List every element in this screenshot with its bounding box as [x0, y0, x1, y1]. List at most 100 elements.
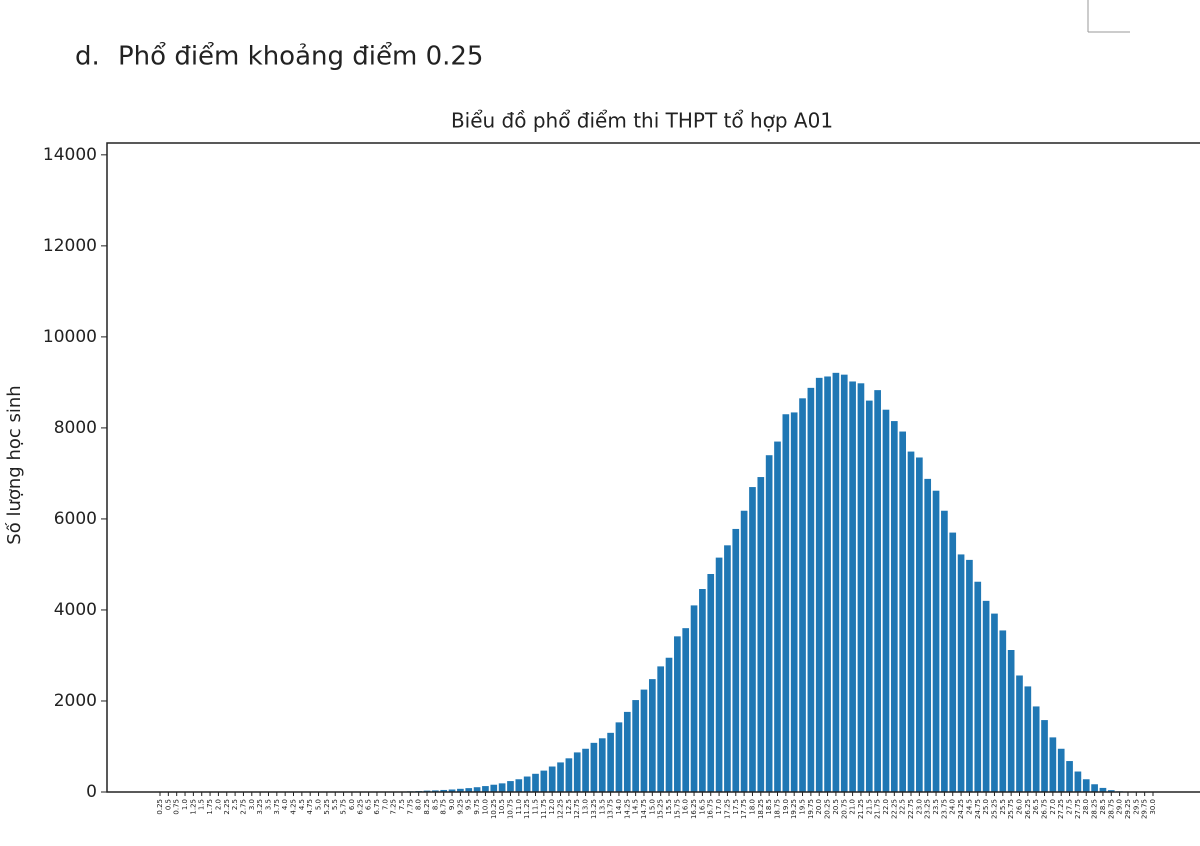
bar: [1074, 771, 1082, 792]
bar: [682, 628, 690, 792]
x-tick-label: 28.25: [1091, 799, 1099, 819]
x-tick-label: 4.5: [298, 799, 306, 810]
x-tick-label: 15.5: [665, 799, 673, 815]
bar: [1024, 686, 1032, 792]
x-tick-label: 21.0: [849, 799, 857, 815]
x-tick-label: 8.5: [431, 799, 439, 810]
x-tick-label: 22.75: [907, 799, 915, 819]
x-tick-label: 27.25: [1057, 799, 1065, 819]
bar: [548, 766, 556, 792]
x-tick-label: 6.5: [365, 799, 373, 810]
y-tick-label: 0: [86, 782, 97, 802]
bar: [515, 779, 523, 792]
bar: [782, 414, 790, 792]
bar: [648, 679, 656, 792]
x-tick-label: 25.0: [982, 799, 990, 815]
x-tick-label: 28.75: [1107, 799, 1115, 819]
x-tick-label: 26.0: [1015, 799, 1023, 815]
y-tick-label: 4000: [54, 600, 97, 620]
x-tick-label: 26.75: [1041, 799, 1049, 819]
bar: [615, 722, 623, 792]
heading-marker: d.: [75, 42, 100, 72]
bar: [498, 783, 506, 792]
bar: [849, 381, 856, 792]
bar: [665, 657, 673, 792]
x-tick-label: 20.75: [840, 799, 848, 819]
y-tick-label: 2000: [54, 691, 97, 711]
bar: [715, 557, 723, 792]
y-tick-label: 10000: [43, 327, 97, 347]
x-tick-label: 8.25: [423, 799, 431, 815]
x-tick-label: 5.5: [331, 799, 339, 810]
x-tick-label: 29.5: [1132, 799, 1140, 815]
x-tick-label: 21.75: [874, 799, 882, 819]
x-tick-label: 26.25: [1024, 799, 1032, 819]
x-tick-label: 10.25: [490, 799, 498, 819]
x-tick-label: 5.75: [340, 799, 348, 815]
x-tick-label: 14.0: [615, 799, 623, 815]
x-tick-label: 13.75: [607, 799, 615, 819]
x-tick-label: 25.25: [990, 799, 998, 819]
x-tick-label: 17.25: [723, 799, 731, 819]
x-tick-label: 0.25: [156, 799, 164, 815]
bar: [598, 738, 606, 792]
bar: [448, 789, 456, 792]
bar: [432, 790, 439, 792]
x-tick-label: 24.5: [965, 799, 973, 815]
bar: [532, 773, 539, 792]
axes-frame: [106, 142, 1200, 793]
bar: [840, 374, 848, 792]
bar: [507, 781, 514, 792]
x-tick-label: 7.5: [398, 799, 406, 810]
bar: [1032, 706, 1040, 792]
x-tick-label: 24.25: [957, 799, 965, 819]
x-tick-label: 19.5: [799, 799, 807, 815]
bar: [573, 752, 581, 792]
bar: [857, 383, 865, 792]
x-tick-label: 4.25: [290, 799, 298, 815]
x-tick-label: 16.25: [690, 799, 698, 819]
x-tick-label: 21.25: [857, 799, 865, 819]
bar: [657, 666, 665, 792]
chart-title: Biểu đồ phổ điểm thi THPT tổ hợp A01: [451, 109, 833, 133]
bar: [1099, 787, 1107, 792]
bar: [1007, 650, 1015, 792]
bar: [740, 510, 748, 792]
x-tick-label: 18.75: [773, 799, 781, 819]
x-tick-label: 16.0: [682, 799, 690, 815]
x-tick-label: 13.25: [590, 799, 598, 819]
x-tick-label: 25.5: [999, 799, 1007, 815]
x-tick-label: 11.0: [515, 799, 523, 815]
x-tick-label: 1.5: [198, 799, 206, 810]
bar: [807, 387, 815, 792]
bar: [874, 390, 881, 792]
x-tick-label: 13.5: [598, 799, 606, 815]
x-tick-label: 9.75: [473, 799, 481, 815]
x-tick-label: 11.75: [540, 799, 548, 819]
bar: [899, 431, 907, 792]
x-tick-label: 5.25: [323, 799, 331, 815]
bar: [882, 409, 890, 792]
bar: [949, 532, 957, 792]
bar: [924, 478, 932, 792]
bar: [623, 711, 631, 792]
bar: [991, 613, 998, 792]
x-tick-label: 23.5: [932, 799, 940, 815]
bar: [707, 573, 715, 792]
x-tick-label: 29.25: [1124, 799, 1132, 819]
bar: [890, 421, 898, 792]
x-tick-label: 18.5: [765, 799, 773, 815]
bar: [865, 400, 873, 792]
x-tick-label: 20.25: [824, 799, 832, 819]
bar: [932, 490, 940, 792]
x-tick-label: 0.75: [173, 799, 181, 815]
x-tick-label: 2.25: [223, 799, 231, 815]
x-tick-label: 20.0: [815, 799, 823, 815]
x-tick-label: 2.5: [231, 799, 239, 810]
x-tick-label: 18.25: [757, 799, 765, 819]
bar: [749, 487, 756, 792]
bar: [974, 581, 982, 792]
bar: [999, 630, 1007, 792]
